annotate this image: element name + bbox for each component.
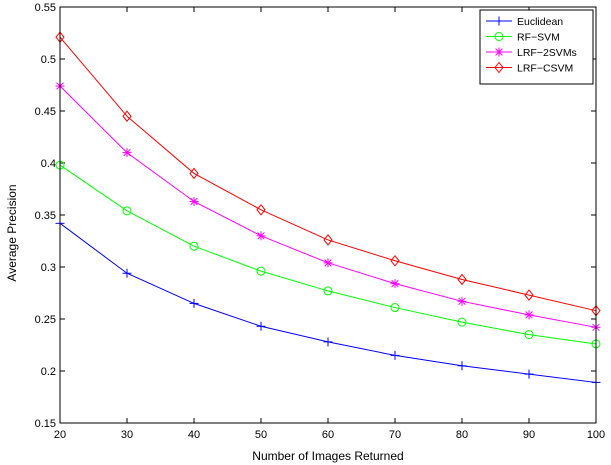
data-point-circle bbox=[323, 286, 333, 296]
x-tick-label: 20 bbox=[54, 429, 66, 441]
x-tick-label: 100 bbox=[587, 429, 605, 441]
data-point-circle bbox=[122, 206, 132, 216]
legend-label: RF−SVM bbox=[517, 32, 560, 44]
y-tick-label: 0.15 bbox=[35, 418, 56, 430]
data-point-circle bbox=[494, 32, 504, 41]
data-point-plus bbox=[189, 298, 199, 308]
data-point-plus bbox=[457, 361, 467, 371]
data-point-star bbox=[524, 310, 534, 320]
data-point-diamond bbox=[122, 110, 132, 123]
legend-item: Euclidean bbox=[486, 16, 563, 28]
series-diamond bbox=[55, 31, 601, 317]
data-point-circle bbox=[524, 330, 534, 340]
y-tick-label: 0.5 bbox=[41, 54, 56, 66]
data-point-diamond bbox=[390, 254, 400, 267]
x-tick-label: 70 bbox=[389, 429, 401, 441]
data-point-circle bbox=[457, 317, 467, 327]
data-point-diamond bbox=[323, 234, 333, 246]
series-line bbox=[59, 36, 597, 312]
data-point-plus bbox=[122, 268, 132, 278]
x-tick-label: 60 bbox=[322, 429, 334, 441]
data-point-star bbox=[390, 279, 400, 289]
data-point-star bbox=[494, 47, 504, 57]
x-axis-ticks: 20 30 40 50 60 70 80 90 100 bbox=[54, 7, 605, 441]
x-axis-label: Number of Images Returned bbox=[252, 449, 403, 463]
x-tick-label: 90 bbox=[523, 429, 535, 441]
data-point-star bbox=[323, 258, 333, 268]
y-axis-ticks: 0.15 0.2 0.25 0.3 0.35 0.4 0.45 0.5 0.55 bbox=[35, 2, 596, 430]
data-point-star bbox=[189, 196, 199, 206]
x-tick-label: 80 bbox=[456, 429, 468, 441]
data-point-plus bbox=[494, 16, 504, 26]
data-point-plus bbox=[256, 321, 266, 331]
legend-label: LRF−2SVMs bbox=[517, 47, 577, 59]
x-tick-label: 50 bbox=[255, 429, 267, 441]
legend-item: LRF−CSVM bbox=[486, 61, 573, 75]
data-point-plus bbox=[390, 350, 400, 360]
data-point-star bbox=[256, 231, 266, 241]
y-tick-label: 0.3 bbox=[41, 262, 56, 274]
legend-item: RF−SVM bbox=[486, 32, 560, 44]
legend: Euclidean RF−SVM LRF−2SVMs LRF−CSVM bbox=[479, 9, 594, 85]
y-axis-label: Average Precision bbox=[5, 184, 19, 281]
y-tick-label: 0.45 bbox=[35, 106, 56, 118]
y-tick-label: 0.55 bbox=[35, 2, 56, 14]
series-line bbox=[59, 164, 597, 345]
y-tick-label: 0.25 bbox=[35, 314, 56, 326]
y-tick-label: 0.35 bbox=[35, 210, 56, 222]
y-tick-label: 0.4 bbox=[41, 158, 56, 170]
legend-label: Euclidean bbox=[517, 16, 563, 28]
legend-item: LRF−2SVMs bbox=[486, 47, 577, 59]
data-point-diamond bbox=[457, 273, 467, 286]
data-point-diamond bbox=[256, 203, 266, 216]
x-tick-label: 30 bbox=[121, 429, 133, 441]
data-point-diamond bbox=[524, 289, 534, 301]
plot-frame bbox=[59, 6, 597, 424]
y-tick-label: 0.2 bbox=[41, 366, 56, 378]
data-point-plus bbox=[524, 369, 534, 379]
series-layer bbox=[55, 31, 601, 387]
data-point-star bbox=[122, 148, 132, 158]
legend-label: LRF−CSVM bbox=[517, 63, 573, 75]
data-point-circle bbox=[256, 266, 266, 276]
data-point-circle bbox=[189, 241, 199, 251]
data-point-plus bbox=[323, 337, 333, 347]
data-point-diamond bbox=[189, 167, 199, 180]
data-point-star bbox=[457, 296, 467, 306]
x-tick-label: 40 bbox=[188, 429, 200, 441]
data-point-diamond bbox=[494, 61, 504, 74]
data-point-circle bbox=[390, 303, 400, 313]
